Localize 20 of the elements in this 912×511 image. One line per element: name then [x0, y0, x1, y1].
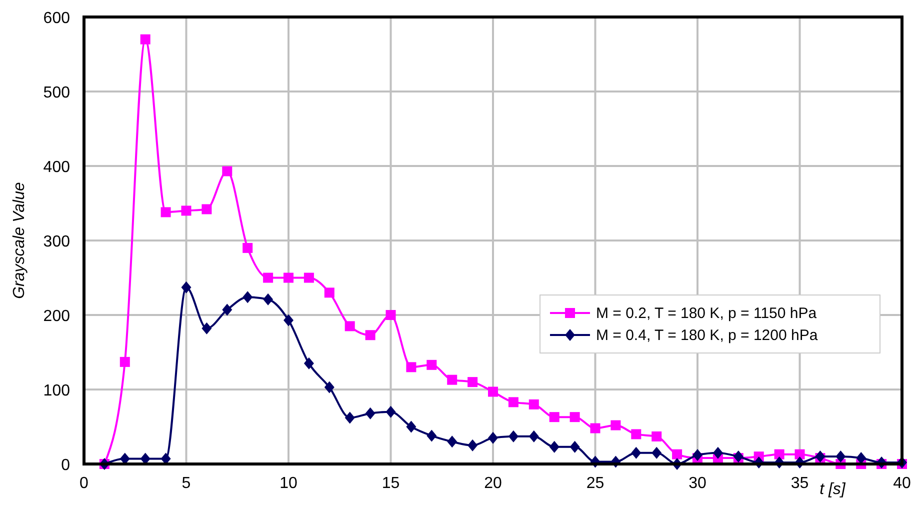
legend-label: M = 0.4, T = 180 K, p = 1200 hPa — [596, 327, 818, 344]
y-tick-label: 0 — [61, 457, 70, 474]
y-axis-title: Grayscale Value — [11, 182, 28, 299]
x-tick-label: 15 — [382, 475, 400, 492]
y-tick-label: 300 — [43, 234, 70, 250]
y-tick-label: 400 — [43, 159, 70, 176]
x-tick-label: 5 — [182, 475, 191, 492]
legend-label: M = 0.2, T = 180 K, p = 1150 hPa — [596, 305, 818, 322]
x-tick-label: 0 — [80, 475, 89, 492]
y-tick-label: 200 — [43, 308, 70, 325]
x-tick-label: 30 — [688, 475, 706, 492]
x-axis-title: t [s] — [820, 481, 846, 498]
x-tick-label: 40 — [893, 475, 911, 492]
y-tick-label: 500 — [43, 84, 70, 102]
x-tick-label: 20 — [484, 475, 502, 492]
y-tick-label: 100 — [43, 382, 70, 400]
y-tick-label: 600 — [43, 10, 70, 27]
x-tick-label: 10 — [280, 475, 298, 492]
x-tick-label: 35 — [790, 475, 809, 492]
x-tick-label: 25 — [586, 475, 604, 492]
